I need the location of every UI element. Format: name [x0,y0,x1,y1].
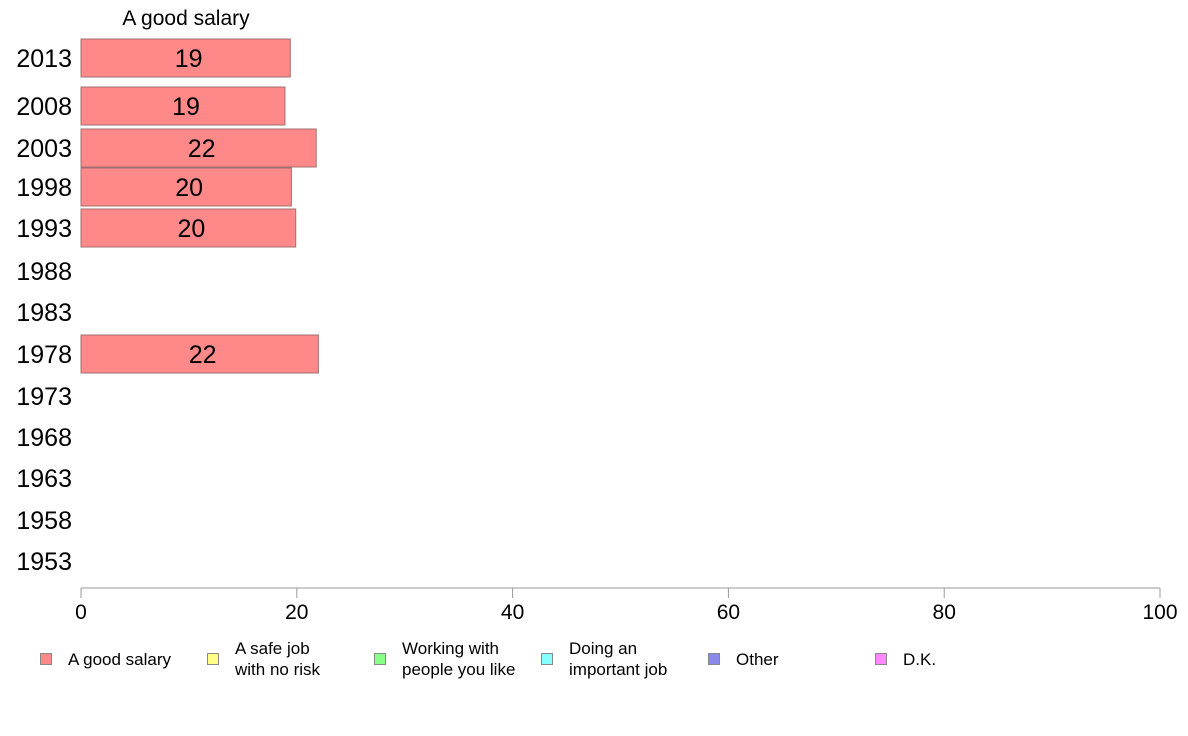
legend-label: Working with people you like [402,639,516,679]
legend-label: Other [736,649,779,669]
legend-swatch [40,653,52,665]
legend-label: Doing an important job [569,639,668,679]
legend: A good salary A safe job with no risk Wo… [0,636,1188,686]
legend-item: A good salary [40,636,171,682]
data-label: 20 [177,215,205,243]
y-tick-label: 1973 [16,383,72,411]
chart-title: A good salary [122,7,250,30]
legend-swatch [374,653,386,665]
y-tick-label: 1963 [16,465,72,493]
x-tick-label: 0 [75,601,87,624]
bar-chart: A good salary 19 19 22 20 20 22 2013 2008 2003 1… [16,7,1177,624]
data-label: 19 [175,45,203,73]
legend-item: D.K. [875,636,936,682]
x-tick-label: 20 [285,601,308,624]
legend-item: Working with people you like [374,636,515,682]
legend-item: Other [708,636,779,682]
y-tick-label: 1968 [16,424,72,452]
legend-label: A good salary [68,649,172,669]
y-tick-label: 1958 [16,507,72,535]
bar [80,208,297,248]
data-label: 22 [188,135,216,163]
legend-swatch [541,653,553,665]
bar [80,167,292,207]
bar [80,334,319,374]
y-tick-label: 1988 [16,258,72,286]
bar [80,128,317,168]
x-tick-label: 40 [501,601,524,624]
y-tick-label: 2008 [16,93,72,121]
legend-swatch [207,653,219,665]
data-label: 19 [172,93,200,121]
data-label: 20 [175,174,203,202]
legend-label: D.K. [903,649,937,669]
y-tick-label: 1978 [16,341,72,369]
data-label: 22 [189,341,217,369]
legend-label: A safe job with no risk [235,639,321,679]
legend-swatch [708,653,720,665]
y-tick-label: 2013 [16,45,72,73]
y-tick-label: 1993 [16,215,72,243]
x-tick-label: 60 [717,601,740,624]
bar [80,86,286,126]
bar [80,38,291,78]
x-tick-label: 100 [1142,601,1177,624]
y-tick-label: 1953 [16,548,72,576]
legend-swatch [875,653,887,665]
x-tick-label: 80 [933,601,956,624]
y-tick-label: 2003 [16,135,72,163]
y-tick-label: 1983 [16,299,72,327]
legend-item: A safe job with no risk [207,636,320,682]
y-tick-label: 1998 [16,174,72,202]
legend-item: Doing an important job [541,636,667,682]
